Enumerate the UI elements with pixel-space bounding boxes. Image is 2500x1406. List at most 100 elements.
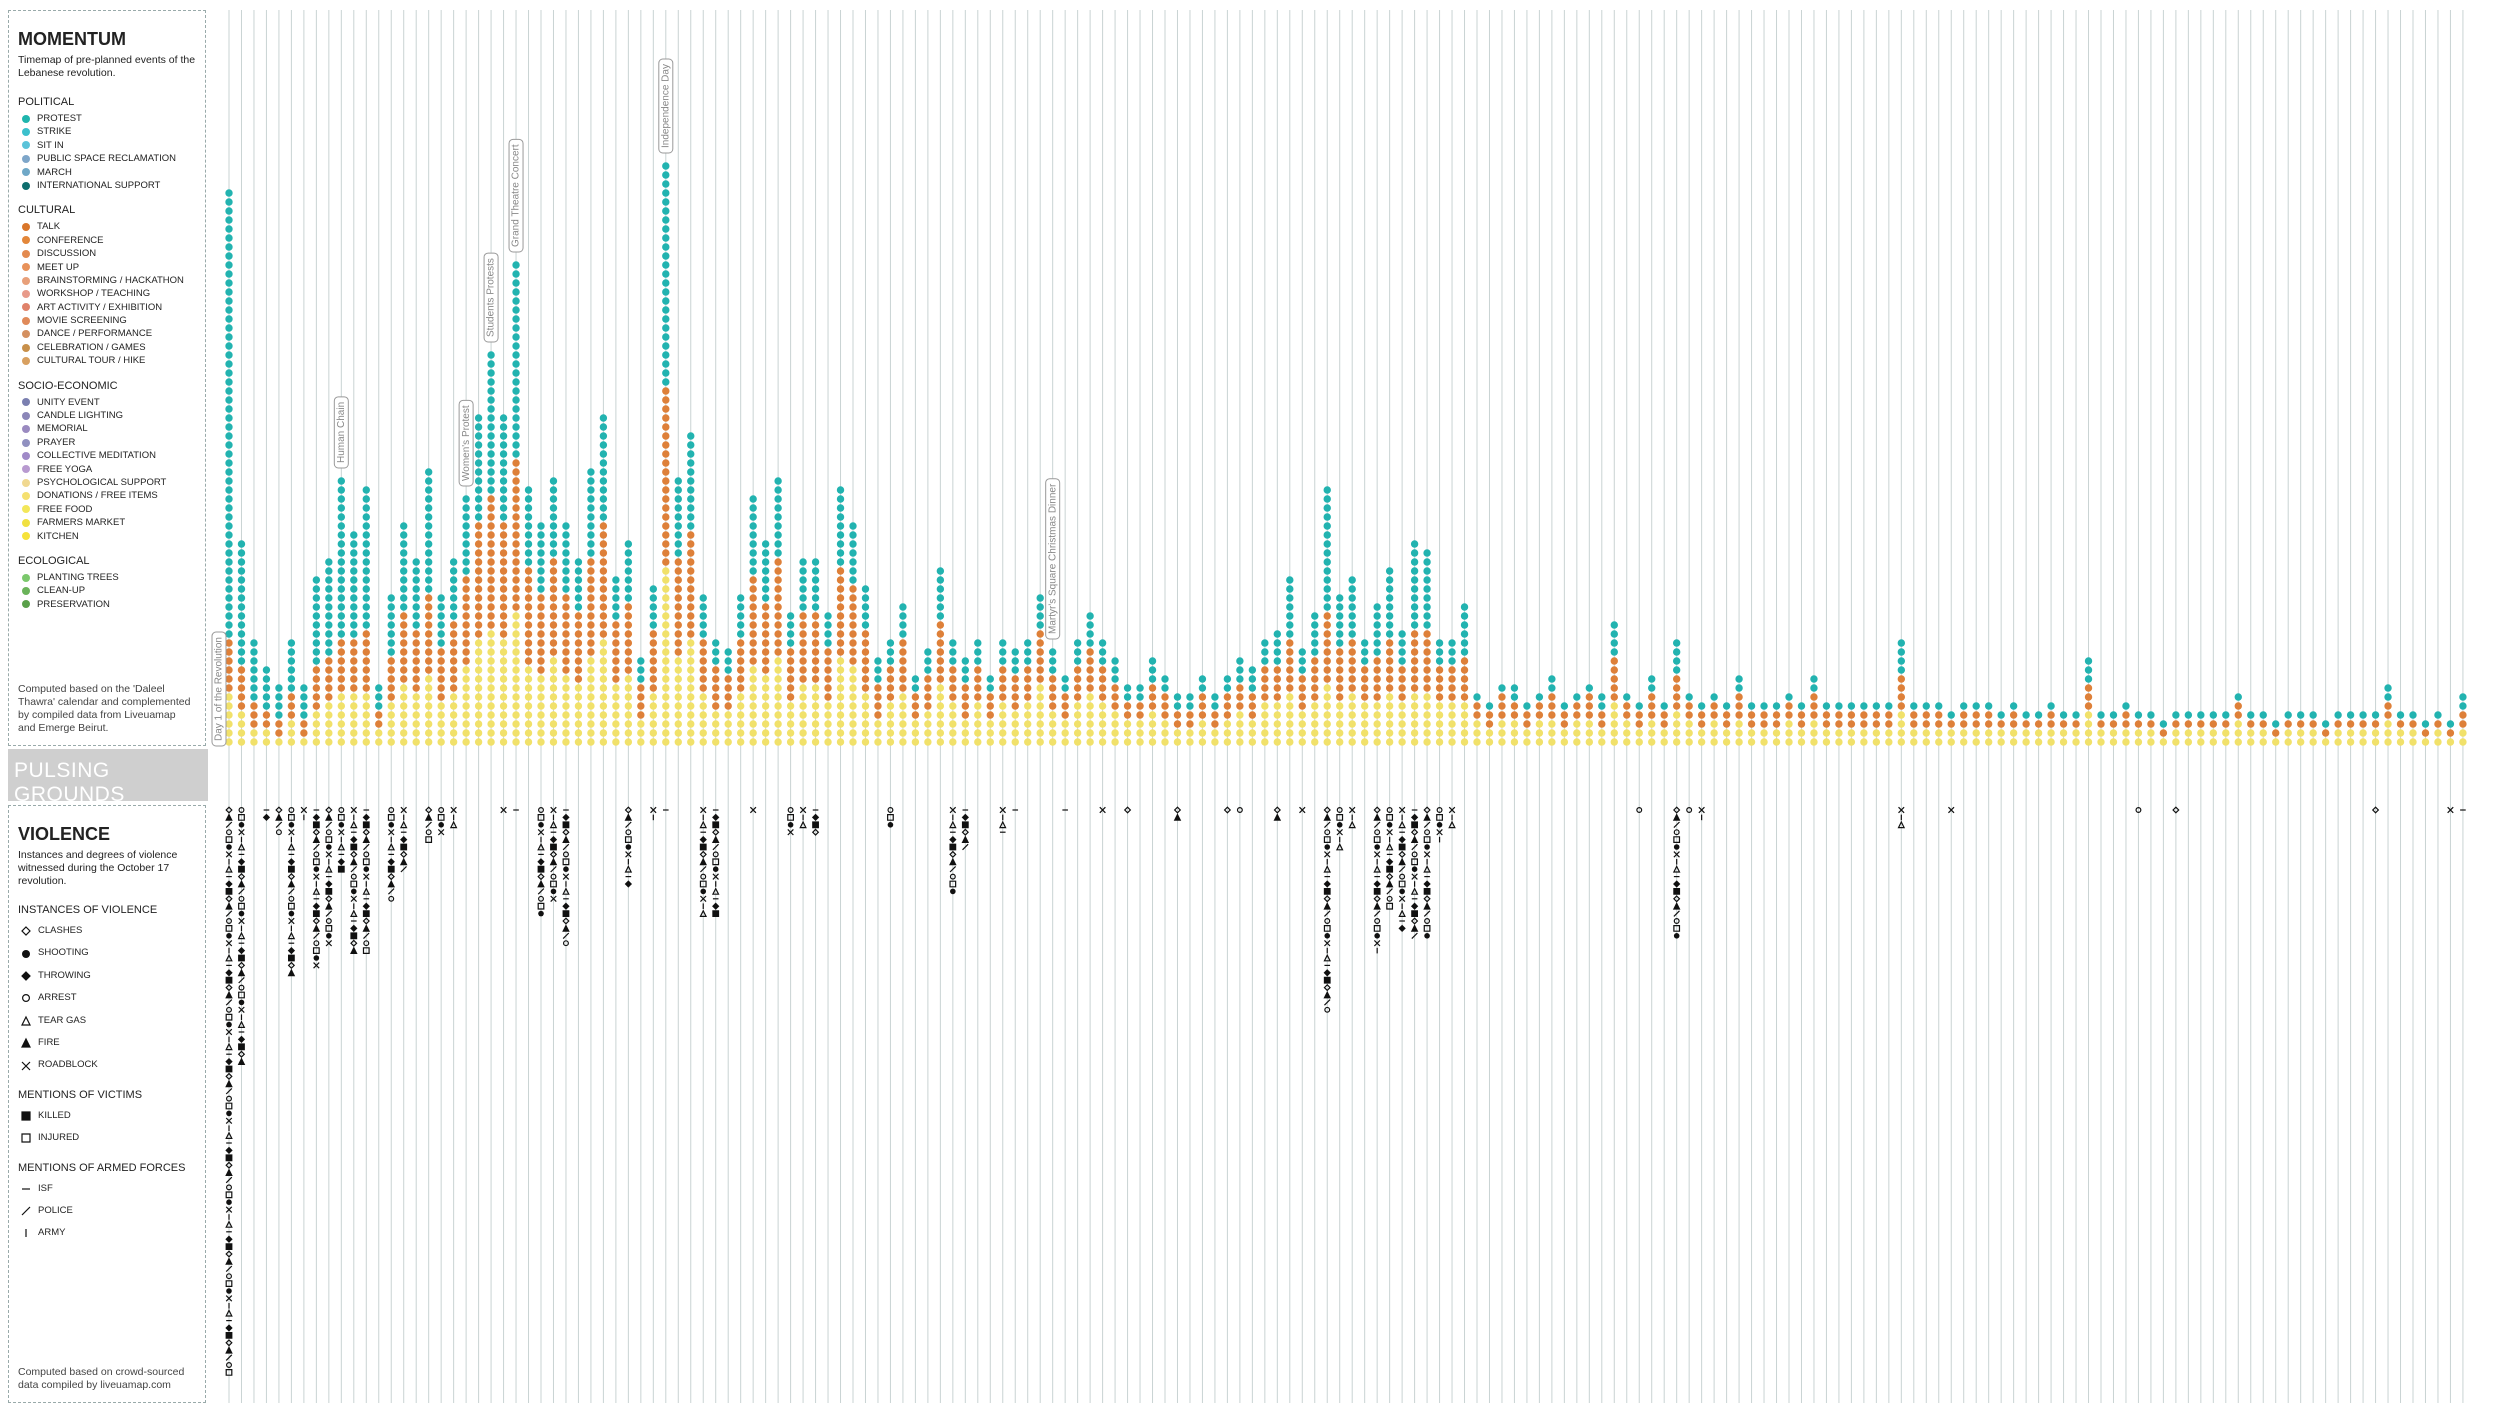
event-dot bbox=[474, 720, 483, 728]
legend-swatch bbox=[22, 128, 30, 137]
event-dot bbox=[2247, 720, 2255, 728]
event-dot bbox=[662, 441, 670, 449]
event-segment bbox=[2109, 720, 2118, 728]
event-dot bbox=[749, 666, 757, 674]
violence-symbol bbox=[337, 842, 346, 851]
legend-swatch bbox=[22, 223, 30, 232]
violence-symbol bbox=[537, 872, 545, 881]
symbol-part bbox=[537, 865, 545, 873]
event-dot bbox=[1797, 729, 1806, 737]
violence-symbol bbox=[1673, 888, 1681, 895]
event-dot bbox=[325, 621, 333, 629]
event-dot bbox=[699, 729, 707, 737]
violence-symbol bbox=[362, 947, 370, 954]
event-dot bbox=[612, 630, 620, 638]
event-dot bbox=[1311, 639, 1319, 647]
symbol-part bbox=[237, 879, 246, 888]
event-segment bbox=[1510, 702, 1519, 719]
legend-item: SHOOTING bbox=[18, 942, 196, 964]
symbol-part bbox=[287, 961, 296, 970]
event-segment bbox=[2009, 711, 2018, 728]
legend-label: CLEAN-UP bbox=[37, 585, 86, 597]
event-dot bbox=[724, 720, 732, 728]
event-dot bbox=[674, 657, 682, 665]
event-dot bbox=[1610, 675, 1618, 683]
event-dot bbox=[262, 693, 271, 701]
symbol-part bbox=[699, 909, 708, 917]
event-segment bbox=[337, 693, 346, 746]
event-dot bbox=[1797, 711, 1806, 719]
event-dot bbox=[437, 675, 445, 683]
event-segment bbox=[512, 261, 520, 458]
event-segment bbox=[999, 702, 1007, 746]
event-dot bbox=[462, 621, 470, 629]
event-dot bbox=[799, 720, 807, 728]
event-segment bbox=[237, 540, 246, 665]
event-dot bbox=[949, 702, 957, 710]
symbol-part bbox=[2135, 807, 2142, 813]
symbol-part bbox=[1410, 828, 1419, 836]
event-dot bbox=[499, 720, 508, 728]
event-dot bbox=[225, 576, 233, 584]
event-dot bbox=[287, 738, 296, 746]
event-dot bbox=[1148, 711, 1157, 719]
event-segment bbox=[437, 702, 445, 746]
event-dot bbox=[674, 477, 682, 485]
event-dot bbox=[1560, 711, 1569, 719]
symbol-part bbox=[550, 806, 557, 814]
violence-symbol bbox=[1323, 836, 1331, 843]
symbol-part bbox=[563, 866, 569, 872]
event-dot bbox=[412, 684, 420, 692]
symbol-part bbox=[2371, 806, 2380, 814]
symbol-part bbox=[288, 822, 295, 828]
event-dot bbox=[1298, 711, 1306, 719]
event-dot bbox=[512, 513, 520, 521]
event-dot bbox=[2097, 729, 2105, 737]
event-segment bbox=[2022, 729, 2030, 746]
event-dot bbox=[761, 603, 770, 611]
event-dot bbox=[387, 621, 395, 629]
event-segment bbox=[2197, 729, 2205, 746]
event-dot bbox=[724, 693, 732, 701]
symbol-part bbox=[538, 895, 544, 902]
event-dot bbox=[362, 603, 370, 611]
event-segment bbox=[2072, 720, 2080, 728]
event-dot bbox=[262, 666, 271, 674]
event-dot bbox=[237, 711, 246, 719]
symbol-part bbox=[313, 843, 320, 851]
symbol-part bbox=[337, 814, 345, 821]
symbol-part bbox=[312, 887, 321, 895]
violence-symbol bbox=[537, 858, 545, 866]
event-segment bbox=[537, 594, 545, 674]
event-dot bbox=[412, 657, 420, 665]
symbol-part bbox=[225, 1206, 233, 1213]
event-dot bbox=[1360, 720, 1369, 728]
event-dot bbox=[674, 693, 682, 701]
event-dot bbox=[562, 594, 570, 602]
event-dot bbox=[474, 441, 483, 449]
violence-column bbox=[1348, 806, 1356, 829]
violence-symbol bbox=[712, 902, 720, 910]
event-dot bbox=[999, 702, 1007, 710]
event-dot bbox=[786, 684, 795, 692]
symbol-part bbox=[350, 865, 358, 873]
legend-swatch bbox=[22, 141, 30, 150]
event-dot bbox=[687, 450, 695, 458]
event-dot bbox=[849, 630, 857, 638]
event-dot bbox=[1523, 711, 1531, 719]
violence-symbol bbox=[226, 1199, 232, 1205]
event-dot bbox=[1161, 693, 1169, 701]
legend-swatch bbox=[22, 263, 30, 272]
symbol-part bbox=[624, 836, 632, 843]
event-dot bbox=[1061, 684, 1069, 692]
event-segment bbox=[1648, 675, 1656, 692]
event-segment bbox=[961, 684, 970, 719]
event-dot bbox=[1323, 522, 1331, 530]
event-segment bbox=[1623, 693, 1631, 701]
symbol-part bbox=[275, 829, 282, 836]
event-dot bbox=[225, 351, 233, 359]
event-dot bbox=[574, 558, 583, 566]
event-dot bbox=[1373, 666, 1381, 674]
legend-swatch bbox=[22, 518, 30, 527]
symbol-part bbox=[699, 835, 707, 844]
